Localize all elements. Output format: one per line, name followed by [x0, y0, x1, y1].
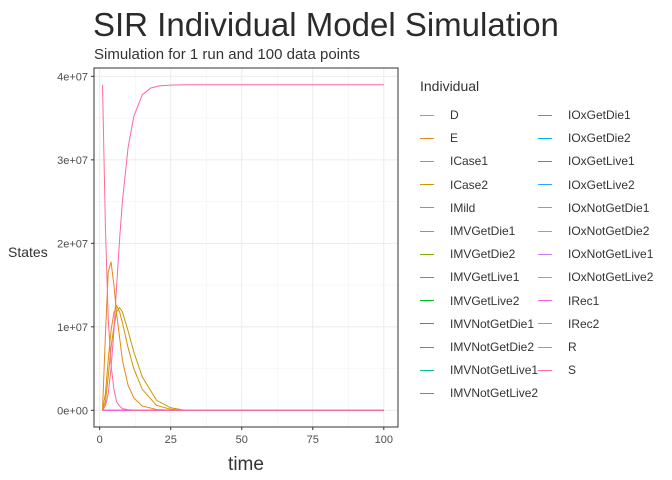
- legend-title: Individual: [420, 78, 480, 94]
- legend-label: IOxGetDie2: [568, 131, 631, 146]
- legend-label: S: [568, 363, 577, 378]
- legend-label: IMVNotGetDie2: [450, 340, 535, 354]
- x-tick-label: 100: [375, 434, 393, 446]
- legend-key: [538, 346, 552, 348]
- legend-label: IOxNotGetLive2: [568, 270, 654, 285]
- legend-label: IMVGetDie2: [450, 247, 516, 262]
- legend-key: [420, 184, 434, 186]
- legend-item: IOxNotGetLive1: [538, 243, 653, 265]
- x-tick-label: 50: [236, 434, 248, 446]
- legend-key: [420, 369, 434, 371]
- legend-label: IRec2: [568, 316, 600, 331]
- x-tick-label: 75: [307, 434, 319, 446]
- legend-key: [538, 230, 552, 232]
- legend-label: IRec1: [568, 293, 600, 308]
- legend-item: IMild: [420, 197, 475, 219]
- legend-item: IMVNotGetLive1: [420, 359, 538, 381]
- legend-key: [420, 346, 434, 348]
- legend-key: [420, 253, 434, 255]
- legend-item: IOxGetDie1: [538, 104, 631, 126]
- legend-item: IRec1: [538, 290, 599, 312]
- legend-label: IMVGetLive2: [450, 293, 520, 308]
- legend-label: IOxNotGetDie1: [568, 200, 650, 215]
- legend-key: [538, 207, 552, 209]
- legend-item: R: [538, 336, 577, 358]
- y-axis-label: States: [8, 244, 48, 260]
- legend-label: IMild: [450, 200, 476, 215]
- y-tick-label: 2e+07: [57, 238, 88, 250]
- y-tick-label: 1e+07: [57, 322, 88, 334]
- legend-key: [538, 114, 552, 116]
- x-axis-label: time: [228, 454, 264, 475]
- legend-label: ICase2: [450, 177, 489, 192]
- legend-key: [538, 184, 552, 186]
- legend-key: [538, 323, 552, 325]
- legend-key: [420, 392, 434, 394]
- legend-label: IMVNotGetDie1: [450, 316, 535, 331]
- legend-key: [420, 137, 434, 139]
- legend-label: IOxGetLive2: [568, 177, 635, 192]
- legend-label: IOxGetDie1: [568, 108, 631, 122]
- series-line-ICase1: [102, 304, 384, 411]
- series-line-ICase2: [102, 306, 384, 411]
- series-line-S: [102, 84, 384, 411]
- legend-label: ICase1: [450, 154, 489, 169]
- legend-label: D: [450, 108, 459, 122]
- legend-item: IMVNotGetLive2: [420, 382, 538, 404]
- series-line-R: [102, 84, 384, 411]
- legend-item: D: [420, 104, 459, 126]
- legend-key: [538, 300, 552, 302]
- plot-border: [93, 67, 399, 428]
- legend-item: IOxGetLive1: [538, 150, 635, 172]
- legend-item: IMVGetLive1: [420, 266, 519, 288]
- legend-label: IMVGetDie1: [450, 224, 516, 238]
- legend-item: IOxGetDie2: [538, 127, 631, 149]
- x-tick-label: 25: [165, 434, 177, 446]
- legend-key: [420, 207, 434, 209]
- legend-key: [420, 300, 434, 302]
- legend-item: S: [538, 359, 576, 381]
- legend-item: IMVNotGetDie2: [420, 336, 534, 358]
- legend-item: IOxNotGetDie2: [538, 220, 649, 242]
- legend-key: [538, 160, 552, 162]
- legend-label: R: [568, 340, 577, 354]
- x-tick-label: 0: [97, 434, 103, 446]
- legend-label: E: [450, 131, 459, 146]
- legend-item: E: [420, 127, 458, 149]
- legend-key: [420, 114, 434, 116]
- legend-key: [420, 323, 434, 325]
- legend-item: IRec2: [538, 313, 599, 335]
- legend-key: [420, 160, 434, 162]
- chart-subtitle: Simulation for 1 run and 100 data points: [94, 46, 361, 63]
- y-tick-label: 0e+00: [57, 405, 88, 417]
- legend-item: IMVGetLive2: [420, 290, 519, 312]
- legend-item: IOxNotGetDie1: [538, 197, 649, 219]
- plot-panel: [94, 68, 398, 427]
- legend-label: IOxNotGetLive1: [568, 247, 654, 262]
- legend: Individual D E ICase1 ICase2 IMild IMVGetDie1…: [418, 78, 668, 400]
- legend-label: IOxGetLive1: [568, 154, 635, 169]
- legend-key: [538, 369, 552, 371]
- legend-key: [538, 253, 552, 255]
- legend-item: IOxGetLive2: [538, 174, 635, 196]
- legend-item: IMVNotGetDie1: [420, 313, 534, 335]
- y-tick-label: 3e+07: [57, 155, 88, 167]
- legend-item: IOxNotGetLive2: [538, 266, 653, 288]
- legend-key: [420, 230, 434, 232]
- legend-label: IMVNotGetLive1: [450, 363, 539, 378]
- legend-item: ICase1: [420, 150, 488, 172]
- legend-label: IMVGetLive1: [450, 270, 520, 285]
- legend-key: [538, 276, 552, 278]
- legend-item: ICase2: [420, 174, 488, 196]
- legend-label: IOxNotGetDie2: [568, 224, 650, 238]
- legend-key: [538, 137, 552, 139]
- legend-label: IMVNotGetLive2: [450, 386, 539, 401]
- legend-item: IMVGetDie2: [420, 243, 515, 265]
- legend-key: [420, 276, 434, 278]
- legend-item: IMVGetDie1: [420, 220, 515, 242]
- y-tick-label: 4e+07: [57, 71, 88, 83]
- chart-title: SIR Individual Model Simulation: [93, 6, 559, 43]
